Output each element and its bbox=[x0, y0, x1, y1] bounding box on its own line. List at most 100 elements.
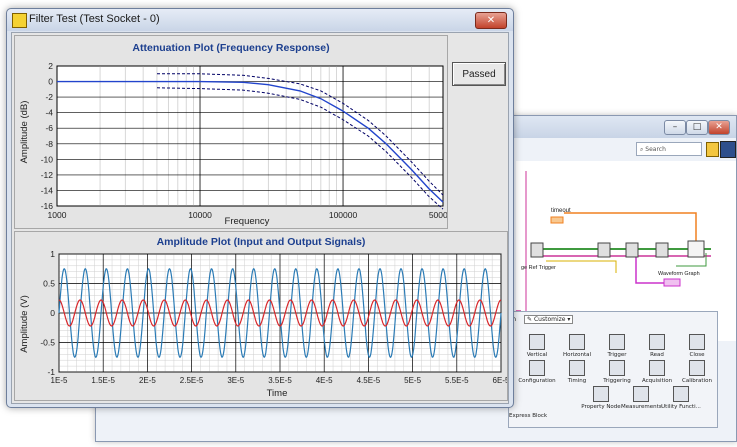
x-tick-label: 6E-5 bbox=[493, 376, 507, 385]
palette-item-icon bbox=[609, 334, 625, 350]
y-tick-label: -14 bbox=[41, 185, 54, 195]
attenuation-xlabel: Frequency bbox=[225, 216, 270, 227]
y-tick-label: -4 bbox=[45, 108, 53, 118]
x-tick-label: 1E-5 bbox=[51, 376, 68, 385]
attenuation-grid bbox=[56, 65, 444, 207]
palette-tab-customize[interactable]: ✎ Customize ▾ bbox=[524, 315, 574, 324]
amplitude-plot[interactable]: Amplitude Plot (Input and Output Signals… bbox=[14, 231, 508, 401]
y-tick-label: 0 bbox=[50, 308, 55, 318]
block-diagram-toolbar: ⌕ Search bbox=[506, 140, 736, 160]
palette-item-label: Triggering bbox=[603, 378, 631, 384]
front-panel-titlebar: Filter Test (Test Socket - 0) ✕ bbox=[7, 9, 513, 31]
x-tick-label: 3.5E-5 bbox=[268, 376, 292, 385]
x-tick-label: 5.5E-5 bbox=[445, 376, 469, 385]
timeout-label: timeout bbox=[551, 208, 571, 214]
customize-label: Customize bbox=[533, 316, 566, 323]
amplitude-plot-svg: 1E-5 1.5E-5 2E-5 2.5E-5 3E-5 3.5E-5 4E-5 4.5E-5… bbox=[19, 249, 507, 399]
palette-item-label: Read bbox=[650, 352, 664, 358]
y-tick-label: -12 bbox=[41, 170, 54, 180]
y-tick-label: -8 bbox=[45, 139, 53, 149]
palette-item[interactable]: Trigger bbox=[597, 334, 637, 358]
x-tick-label: 3E-5 bbox=[227, 376, 244, 385]
palette-item-label: Utility Functi... bbox=[661, 404, 701, 410]
attenuation-ylabel: Amplitude (dB) bbox=[19, 101, 30, 164]
maximize-button[interactable]: □ bbox=[686, 120, 708, 135]
amplitude-ticks: 1E-5 1.5E-5 2E-5 2.5E-5 3E-5 3.5E-5 4E-5 4.5E-5… bbox=[40, 249, 507, 385]
palette-item[interactable]: Property Node bbox=[581, 386, 621, 410]
palette-item-icon bbox=[529, 334, 545, 350]
waveform-graph-label: Waveform Graph bbox=[658, 271, 700, 277]
x-tick-label: 5E-5 bbox=[404, 376, 421, 385]
front-panel-window: Filter Test (Test Socket - 0) ✕ Attenuat… bbox=[6, 8, 514, 408]
palette-item-label: Horizontal bbox=[562, 352, 592, 358]
x-tick-label: 1000 bbox=[48, 210, 67, 220]
palette-item-label: Trigger bbox=[607, 352, 627, 358]
search-input[interactable]: ⌕ Search bbox=[636, 142, 702, 156]
search-icon: ⌕ bbox=[640, 146, 644, 153]
attenuation-series bbox=[57, 73, 444, 210]
palette-footer: Express Block bbox=[509, 413, 548, 419]
y-tick-label: 2 bbox=[48, 61, 53, 71]
help-icon[interactable] bbox=[706, 142, 719, 157]
palette-item[interactable]: Utility Functi... bbox=[661, 386, 701, 410]
close-button[interactable]: ✕ bbox=[708, 120, 730, 135]
x-tick-label: 10000 bbox=[188, 210, 212, 220]
palette-item-icon bbox=[569, 334, 585, 350]
attenuation-plot[interactable]: Attenuation Plot (Frequency Response) 2 0… bbox=[14, 35, 448, 229]
x-tick-label: 500000 bbox=[429, 210, 447, 220]
palette-item-label: Property Node bbox=[581, 404, 621, 410]
palette-item-icon bbox=[593, 386, 609, 402]
palette-item-icon bbox=[569, 360, 585, 376]
attenuation-plot-title: Attenuation Plot (Frequency Response) bbox=[132, 42, 330, 54]
x-tick-label: 100000 bbox=[329, 210, 358, 220]
x-tick-label: 2.5E-5 bbox=[180, 376, 204, 385]
x-tick-label: 1.5E-5 bbox=[91, 376, 115, 385]
palette-item-label: Timing bbox=[567, 378, 587, 384]
palette-item[interactable]: Read bbox=[637, 334, 677, 358]
x-tick-label: 4E-5 bbox=[316, 376, 333, 385]
trigger-label: ge Ref Trigger bbox=[521, 265, 556, 271]
search-placeholder: Search bbox=[645, 146, 666, 153]
palette-item[interactable]: Vertical bbox=[517, 334, 557, 358]
x-tick-label: 2E-5 bbox=[139, 376, 156, 385]
palette-item-label: Configuration bbox=[518, 378, 556, 384]
amplitude-xlabel: Time bbox=[267, 388, 288, 399]
y-tick-label: -16 bbox=[41, 201, 54, 211]
amplitude-series bbox=[58, 267, 502, 359]
palette-item[interactable]: Calibration bbox=[677, 360, 717, 384]
palette-item-icon bbox=[609, 360, 625, 376]
y-tick-label: -6 bbox=[45, 123, 53, 133]
tolerance-line bbox=[156, 87, 444, 210]
palette-item[interactable]: Acquisition bbox=[637, 360, 677, 384]
y-tick-label: 0 bbox=[48, 77, 53, 87]
palette-item[interactable]: Horizontal bbox=[557, 334, 597, 358]
diagram-nodes bbox=[530, 216, 705, 287]
palette-item-icon bbox=[689, 334, 705, 350]
vi-icon bbox=[720, 141, 736, 158]
palette-item-label: Vertical bbox=[526, 352, 548, 358]
palette-item[interactable]: Configuration bbox=[517, 360, 557, 384]
palette-item-label: Acquisition bbox=[641, 378, 673, 384]
palette-item-label: Calibration bbox=[682, 378, 712, 384]
palette-item-icon bbox=[649, 334, 665, 350]
close-button[interactable]: ✕ bbox=[475, 12, 507, 29]
y-tick-label: -10 bbox=[41, 154, 54, 164]
palette-item[interactable]: Triggering bbox=[597, 360, 637, 384]
minimize-button[interactable]: – bbox=[664, 120, 686, 135]
x-tick-label: 4.5E-5 bbox=[357, 376, 381, 385]
front-panel-body: Attenuation Plot (Frequency Response) 2 0… bbox=[11, 32, 509, 404]
y-tick-label: 1 bbox=[50, 249, 55, 259]
output-signal-line bbox=[58, 299, 502, 327]
palette-item-icon bbox=[633, 386, 649, 402]
palette-item[interactable]: Close bbox=[677, 334, 717, 358]
palette-item-icon bbox=[673, 386, 689, 402]
palette-item[interactable]: Timing bbox=[557, 360, 597, 384]
palette-item[interactable]: Measurements bbox=[621, 386, 662, 410]
response-line bbox=[57, 80, 444, 203]
palette-item-icon bbox=[649, 360, 665, 376]
y-tick-label: -2 bbox=[45, 92, 53, 102]
status-indicator: Passed bbox=[452, 62, 506, 86]
y-tick-label: -1 bbox=[47, 367, 55, 377]
